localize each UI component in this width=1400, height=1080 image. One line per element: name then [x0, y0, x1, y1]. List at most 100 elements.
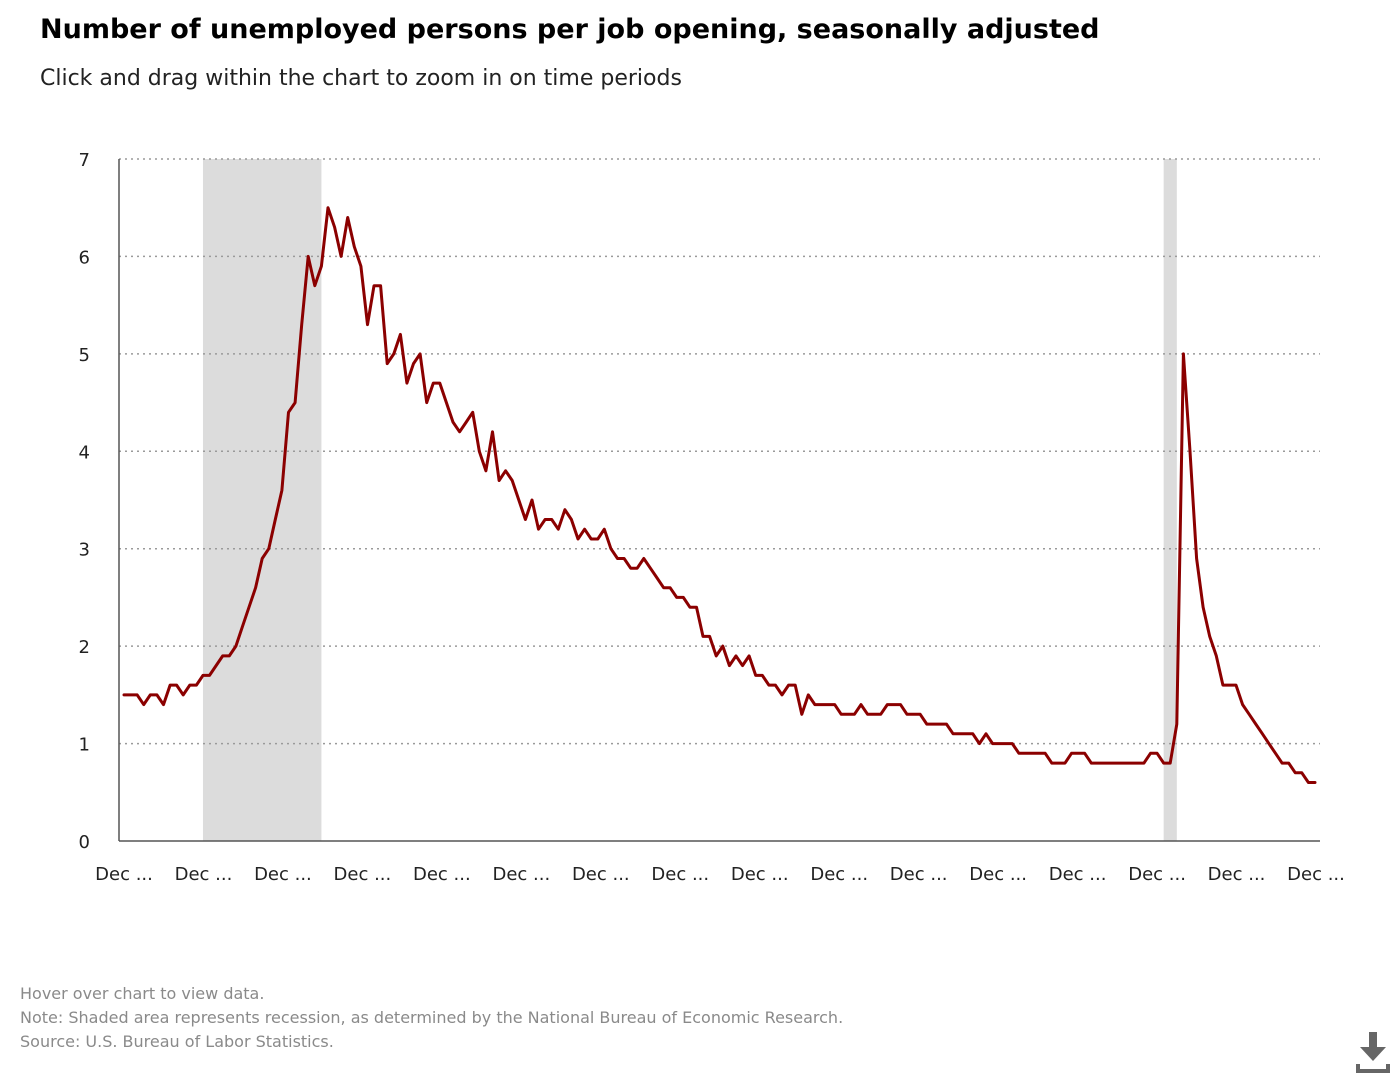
data-point[interactable] [200, 672, 206, 678]
data-point[interactable] [121, 692, 127, 698]
data-point[interactable] [687, 604, 693, 610]
data-point[interactable] [338, 253, 344, 259]
data-point[interactable] [161, 702, 167, 708]
data-point[interactable] [608, 546, 614, 552]
data-point[interactable] [272, 517, 278, 523]
data-point[interactable] [983, 731, 989, 737]
data-point[interactable] [207, 672, 213, 678]
data-point[interactable] [450, 419, 456, 425]
data-point[interactable] [917, 711, 923, 717]
data-point[interactable] [555, 526, 561, 532]
data-point[interactable] [1200, 604, 1206, 610]
data-point[interactable] [266, 546, 272, 552]
data-point[interactable] [746, 653, 752, 659]
data-point[interactable] [1148, 750, 1154, 756]
data-point[interactable] [312, 283, 318, 289]
data-point[interactable] [332, 224, 338, 230]
data-point[interactable] [292, 400, 298, 406]
data-point[interactable] [1042, 750, 1048, 756]
data-point[interactable] [549, 517, 555, 523]
data-point[interactable] [253, 585, 259, 591]
data-point[interactable] [141, 702, 147, 708]
data-point[interactable] [700, 633, 706, 639]
data-point[interactable] [365, 322, 371, 328]
data-point[interactable] [180, 692, 186, 698]
data-point[interactable] [772, 682, 778, 688]
data-point[interactable] [220, 653, 226, 659]
data-point[interactable] [1266, 741, 1272, 747]
data-point[interactable] [1115, 760, 1121, 766]
data-point[interactable] [1154, 750, 1160, 756]
data-point[interactable] [1259, 731, 1265, 737]
data-point[interactable] [1240, 702, 1246, 708]
data-point[interactable] [1101, 760, 1107, 766]
data-point[interactable] [1003, 741, 1009, 747]
data-point[interactable] [1305, 780, 1311, 786]
data-point[interactable] [503, 468, 509, 474]
data-point[interactable] [799, 711, 805, 717]
data-point[interactable] [937, 721, 943, 727]
data-point[interactable] [1082, 750, 1088, 756]
data-point[interactable] [1108, 760, 1114, 766]
data-point[interactable] [378, 283, 384, 289]
data-point[interactable] [1075, 750, 1081, 756]
data-point[interactable] [641, 556, 647, 562]
data-point[interactable] [575, 536, 581, 542]
data-point[interactable] [286, 409, 292, 415]
data-point[interactable] [898, 702, 904, 708]
data-point[interactable] [878, 711, 884, 717]
data-point[interactable] [792, 682, 798, 688]
data-point[interactable] [154, 692, 160, 698]
data-point[interactable] [970, 731, 976, 737]
data-point[interactable] [976, 741, 982, 747]
data-point[interactable] [707, 633, 713, 639]
data-point[interactable] [305, 253, 311, 259]
data-point[interactable] [1016, 750, 1022, 756]
series-layer[interactable] [121, 205, 1318, 786]
data-point[interactable] [838, 711, 844, 717]
data-point[interactable] [944, 721, 950, 727]
data-point[interactable] [1286, 760, 1292, 766]
data-point[interactable] [568, 517, 574, 523]
data-point[interactable] [463, 419, 469, 425]
data-point[interactable] [483, 468, 489, 474]
data-point[interactable] [562, 507, 568, 513]
data-point[interactable] [476, 448, 482, 454]
data-point[interactable] [634, 565, 640, 571]
data-point[interactable] [391, 351, 397, 357]
data-point[interactable] [1174, 721, 1180, 727]
data-point[interactable] [654, 575, 660, 581]
data-point[interactable] [358, 263, 364, 269]
data-point[interactable] [1036, 750, 1042, 756]
data-point[interactable] [437, 380, 443, 386]
data-point[interactable] [1194, 556, 1200, 562]
data-point[interactable] [470, 409, 476, 415]
data-point[interactable] [726, 663, 732, 669]
data-point[interactable] [1167, 760, 1173, 766]
data-point[interactable] [167, 682, 173, 688]
data-point[interactable] [1062, 760, 1068, 766]
data-point[interactable] [187, 682, 193, 688]
data-point[interactable] [1069, 750, 1075, 756]
data-point[interactable] [1220, 682, 1226, 688]
data-point[interactable] [226, 653, 232, 659]
data-point[interactable] [1134, 760, 1140, 766]
data-point[interactable] [1141, 760, 1147, 766]
data-point[interactable] [621, 556, 627, 562]
data-point[interactable] [351, 244, 357, 250]
data-point[interactable] [786, 682, 792, 688]
data-point[interactable] [509, 478, 515, 484]
data-point[interactable] [1292, 770, 1298, 776]
data-point[interactable] [371, 283, 377, 289]
data-point[interactable] [713, 653, 719, 659]
data-point[interactable] [1023, 750, 1029, 756]
data-point[interactable] [516, 497, 522, 503]
data-point[interactable] [529, 497, 535, 503]
data-point[interactable] [134, 692, 140, 698]
data-point[interactable] [1180, 351, 1186, 357]
data-point[interactable] [615, 556, 621, 562]
data-point[interactable] [1253, 721, 1259, 727]
data-point[interactable] [601, 526, 607, 532]
data-point[interactable] [1121, 760, 1127, 766]
data-point[interactable] [674, 594, 680, 600]
